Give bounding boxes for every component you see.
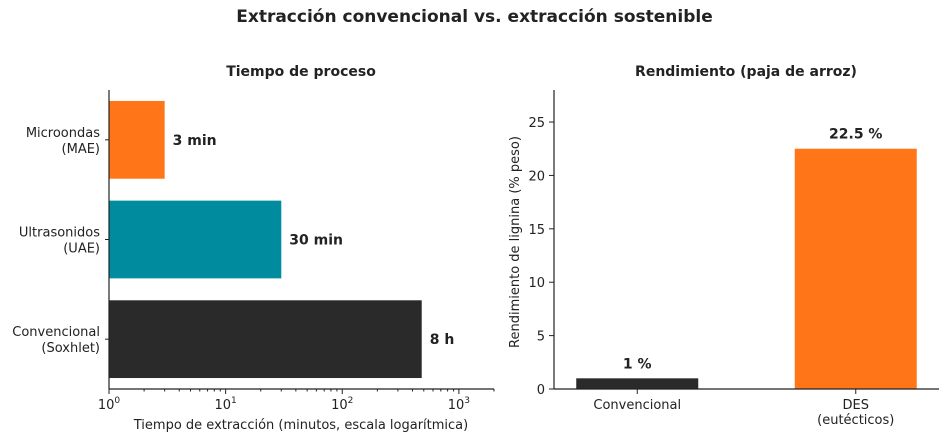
category-line: (Soxhlet): [41, 341, 100, 356]
category-line: Ultrasonidos: [19, 226, 100, 241]
right-panel: Rendimiento (paja de arroz) 1 % 22.5 % Co…: [508, 64, 939, 428]
data-label-right-1: 22.5 %: [829, 127, 882, 143]
xtick-label-left-2: 102: [331, 396, 353, 413]
ytick-label-right-0: 0: [537, 383, 545, 398]
category-line: Convencional: [593, 398, 681, 413]
category-line: DES: [843, 398, 869, 413]
xtick-exponent: 3: [464, 396, 470, 406]
category-label-left-2: Convencional (Soxhlet): [12, 325, 100, 356]
xtick-exponent: 0: [114, 396, 120, 406]
xtick-label-left-3: 103: [448, 396, 470, 413]
left-axes: Microondas (MAE) Ultrasonidos (UAE) Convenci…: [12, 90, 495, 413]
left-xlabel: Tiempo de extracción (minutos, escala lo…: [133, 418, 468, 433]
category-label-right-1: DES (eutécticos): [817, 398, 894, 428]
xtick-exponent: 2: [348, 396, 354, 406]
data-label-left-1: 30 min: [289, 233, 343, 249]
xtick-base: 10: [98, 398, 115, 413]
figure-suptitle: Extracción convencional vs. extracción s…: [236, 7, 712, 27]
data-label-left-0: 3 min: [173, 133, 217, 149]
xtick-label-left-0: 100: [98, 396, 121, 413]
left-bars: 3 min 30 min 8 h: [109, 100, 455, 379]
ytick-label-right-1: 5: [537, 330, 545, 345]
right-ylabel: Rendimiento de lignina (% peso): [508, 136, 523, 348]
bar-left-0: [109, 100, 165, 179]
category-line: Microondas: [26, 126, 100, 141]
bar-right-0: [576, 378, 699, 389]
category-label-left-1: Ultrasonidos (UAE): [19, 226, 100, 257]
left-panel: Tiempo de proceso 3 min 30 min 8 h Microon…: [12, 64, 495, 433]
left-panel-title: Tiempo de proceso: [226, 64, 376, 80]
category-line: (UAE): [63, 242, 100, 257]
ytick-label-right-3: 15: [528, 223, 545, 238]
right-bars: 1 % 22.5 %: [576, 127, 917, 389]
data-label-right-0: 1 %: [623, 356, 652, 372]
bar-right-1: [794, 148, 917, 389]
bar-left-2: [109, 300, 422, 379]
right-panel-title: Rendimiento (paja de arroz): [635, 64, 857, 80]
ytick-label-right-5: 25: [528, 116, 545, 131]
xtick-label-left-1: 101: [214, 396, 236, 413]
category-line: (eutécticos): [817, 413, 894, 428]
ytick-label-right-2: 10: [528, 276, 545, 291]
category-label-right-0: Convencional: [593, 398, 681, 413]
xtick-base: 10: [214, 398, 231, 413]
xtick-exponent: 1: [231, 396, 237, 406]
ytick-label-right-4: 20: [528, 169, 545, 184]
category-line: (MAE): [62, 142, 100, 157]
category-label-left-0: Microondas (MAE): [26, 126, 100, 157]
right-axes: Convencional DES (eutécticos) 0 5 10 15 20 25: [528, 90, 939, 428]
xtick-base: 10: [331, 398, 348, 413]
bar-left-1: [109, 200, 282, 279]
xtick-base: 10: [448, 398, 465, 413]
data-label-left-2: 8 h: [430, 332, 455, 348]
category-line: Convencional: [12, 325, 100, 340]
